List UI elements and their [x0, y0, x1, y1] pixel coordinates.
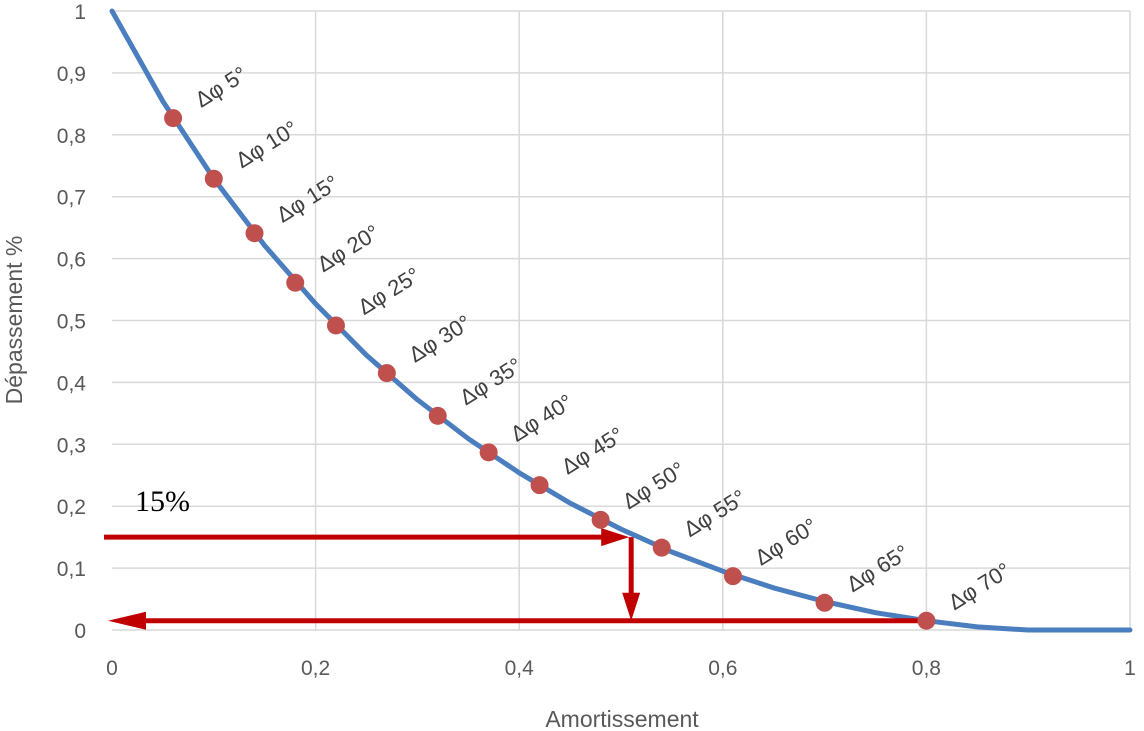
data-point-label: Δφ 35°	[455, 353, 526, 410]
y-tick-label: 0,4	[57, 372, 87, 395]
x-tick-label: 1	[1124, 657, 1136, 680]
data-point-marker	[652, 538, 671, 557]
data-point-label: Δφ 45°	[557, 422, 628, 479]
data-point-label: Δφ 10°	[231, 116, 302, 173]
data-point-label: Δφ 30°	[404, 310, 475, 367]
data-point-marker	[428, 406, 447, 425]
data-point-marker	[377, 364, 396, 383]
arrow-vertical-head	[622, 592, 641, 621]
y-tick-label: 0,6	[57, 249, 86, 272]
data-point-label: Δφ 40°	[506, 389, 577, 446]
data-point-marker	[530, 476, 549, 495]
grid-horizontal-lines	[112, 10, 1130, 631]
data-point-marker	[164, 109, 183, 128]
y-tick-label: 0,7	[57, 187, 86, 210]
data-point-label: Δφ 60°	[750, 513, 821, 570]
y-tick-label: 0,1	[57, 558, 86, 581]
data-point-marker	[286, 273, 305, 292]
y-tick-label: 0,5	[57, 311, 86, 334]
data-points-layer	[164, 109, 936, 630]
data-point-marker	[723, 567, 742, 586]
y-tick-label: 0,9	[57, 63, 86, 86]
data-point-marker	[326, 316, 345, 335]
data-point-label: Δφ 15°	[272, 170, 343, 227]
arrow-horizontal-head	[601, 528, 630, 547]
arrow-annotation-layer	[104, 528, 927, 630]
y-tick-label: 1	[74, 1, 86, 24]
x-tick-label: 0,2	[301, 657, 330, 680]
y-axis-title: Dépassement %	[1, 236, 27, 405]
annotation-text: 15%	[135, 485, 190, 518]
data-point-marker	[591, 510, 610, 529]
arrow-bottom-head	[108, 611, 146, 630]
y-tick-label: 0,3	[57, 434, 86, 457]
x-tick-label: 0,6	[708, 657, 737, 680]
y-tick-label: 0,2	[57, 496, 86, 519]
data-point-marker	[245, 224, 264, 243]
x-axis-tick-labels: 0 0,2 0,4 0,6 0,8 1	[106, 657, 1136, 680]
x-tick-label: 0,8	[912, 657, 941, 680]
x-tick-label: 0,4	[505, 657, 535, 680]
data-point-label: Δφ 20°	[313, 220, 384, 277]
y-tick-label: 0,8	[57, 125, 86, 148]
x-axis-title: Amortissement	[545, 706, 699, 731]
y-tick-label: 0	[74, 620, 86, 643]
data-point-label: Δφ 70°	[944, 558, 1015, 615]
y-axis-tick-labels: 0 0,1 0,2 0,3 0,4 0,5 0,6 0,7 0,8 0,9 1	[57, 1, 87, 643]
data-point-label: Δφ 5°	[190, 61, 251, 112]
data-point-label: Δφ 25°	[353, 262, 424, 319]
series-line	[109, 8, 1133, 633]
data-point-marker	[204, 169, 223, 188]
data-point-marker	[479, 443, 498, 462]
data-point-marker	[917, 611, 936, 630]
x-tick-label: 0	[106, 657, 118, 680]
curve-layer	[109, 8, 1133, 633]
data-point-label: Δφ 55°	[679, 484, 750, 541]
data-point-marker	[815, 593, 834, 612]
data-point-label: Δφ 50°	[618, 457, 689, 514]
